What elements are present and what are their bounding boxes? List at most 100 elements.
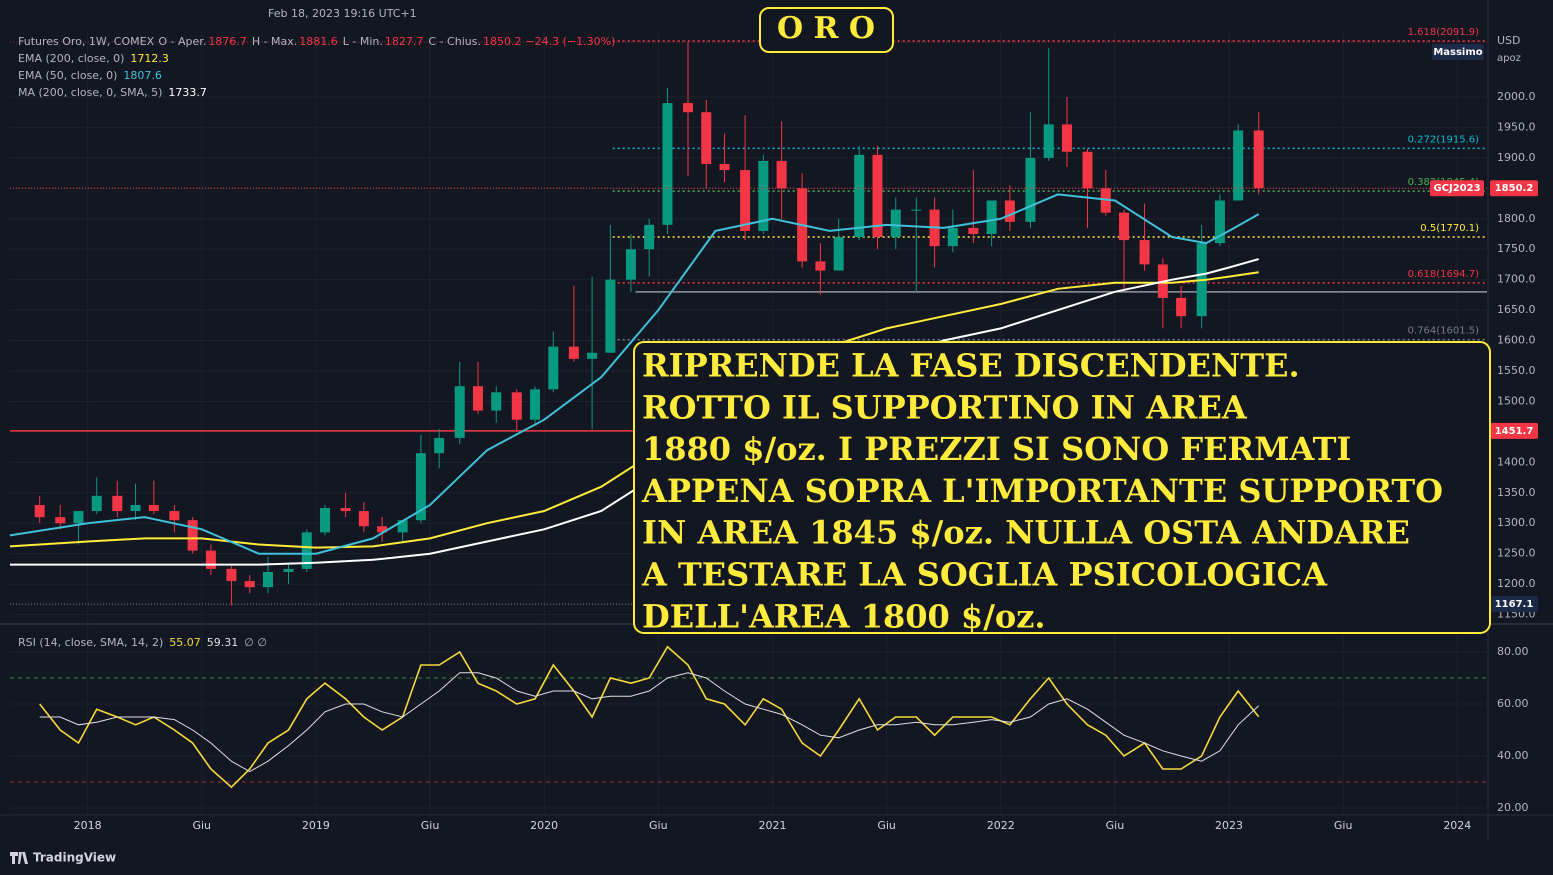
fib-label: 0.5(1770.1)	[1420, 223, 1479, 234]
candle-body	[1004, 200, 1015, 222]
candle-body	[719, 163, 730, 171]
rsi-line	[39, 672, 1260, 773]
line-value-tag-bg	[1490, 422, 1538, 439]
x-tick-label: 2019	[302, 819, 330, 832]
candle-body	[683, 103, 694, 113]
min-value-tag-bg	[1490, 596, 1538, 613]
candle-body	[472, 386, 483, 411]
candle-body	[1119, 212, 1130, 241]
candle-body	[226, 568, 237, 582]
x-tick-label: 2023	[1215, 819, 1243, 832]
y-tick-label: 1600.0	[1497, 334, 1536, 347]
y-tick-label: 1300.0	[1497, 516, 1536, 529]
candle-body	[34, 504, 45, 518]
x-tick-label: 2018	[74, 819, 102, 832]
legend-name: EMA (50, close, 0)	[18, 69, 117, 82]
candle-body	[911, 209, 922, 211]
min-value-tag: 1167.1	[1495, 599, 1534, 610]
y-tick-label: 1350.0	[1497, 486, 1536, 499]
annotation-line: RIPRENDE LA FASE DISCENDENTE.	[642, 347, 1300, 385]
candle-body	[91, 495, 102, 512]
candle-body	[1061, 124, 1072, 152]
x-tick-label: Giu	[649, 819, 668, 832]
candle-body	[377, 526, 388, 533]
y-tick-label: 40.00	[1497, 749, 1529, 762]
plot-area: 1.618(2091.9)0.272(1915.6)0.382(1845.4)0…	[9, 27, 1487, 789]
y-tick-label: 1400.0	[1497, 455, 1536, 468]
title-box	[759, 7, 894, 53]
candle-body	[872, 154, 883, 238]
chart-title: O R O	[777, 11, 875, 46]
last-price-tag: 1850.2	[1495, 183, 1534, 194]
candle-body	[587, 352, 598, 359]
symbol-tag: GCJ2023	[1433, 183, 1480, 194]
candle-body	[890, 209, 901, 238]
candle-body	[1233, 130, 1244, 201]
legend-line: EMA (200, close, 0) 1712.3	[18, 52, 169, 65]
candle-body	[262, 571, 273, 588]
candle-body	[1214, 200, 1225, 244]
candle-body	[1043, 124, 1054, 158]
legend-line: EMA (50, close, 0) 1807.6	[18, 69, 162, 82]
ohlc-value: 1881.6	[299, 35, 338, 48]
candle-body	[187, 520, 198, 551]
y-tick-label: 1650.0	[1497, 303, 1536, 316]
annotation-line: ROTTO IL SUPPORTINO IN AREA	[642, 388, 1248, 426]
candle-body	[130, 504, 141, 512]
ohlc-value: 1850.2	[483, 35, 522, 48]
last-price-tag-bg	[1490, 180, 1538, 197]
candle-body	[776, 160, 787, 189]
ohlc-label: C - Chius.	[428, 35, 481, 48]
legend-value: 1712.3	[130, 52, 169, 65]
unit-sub: apoz	[1497, 53, 1521, 64]
candle-body	[454, 386, 465, 438]
legend-name: MA (200, close, 0, SMA, 5)	[18, 86, 162, 99]
brand: TradingView	[10, 851, 116, 865]
candle-body	[605, 279, 616, 353]
candle-body	[1139, 240, 1150, 265]
candle-body	[548, 346, 559, 390]
y-tick-label: 1700.0	[1497, 273, 1536, 286]
candle-body	[662, 103, 673, 225]
ohlc-value: 1827.7	[385, 35, 424, 48]
candle-body	[244, 581, 255, 588]
candle-body	[833, 237, 844, 271]
candle-body	[491, 392, 502, 411]
x-tick-label: Giu	[192, 819, 211, 832]
rsi-legend-value: 59.31	[207, 636, 239, 649]
candle-body	[434, 437, 445, 454]
annotation-line: IN AREA 1845 $/oz. NULLA OSTA ANDARE	[642, 514, 1410, 552]
rsi-legend-title: RSI (14, close, SMA, 14, 2)	[18, 636, 163, 649]
annotation-line: 1880 $/oz. I PREZZI SI SONO FERMATI	[642, 430, 1351, 468]
candle-body	[758, 160, 769, 231]
indicator-line	[9, 193, 1260, 555]
legend-line: RSI (14, close, SMA, 14, 2) 55.07 59.31 ∅ ∅	[18, 636, 267, 649]
candle-body	[1176, 297, 1187, 317]
fib-label: 1.618(2091.9)	[1408, 27, 1480, 38]
candle-body	[397, 520, 408, 533]
candle-body	[986, 200, 997, 234]
candle-body	[320, 508, 331, 533]
rsi-legend-extra: ∅ ∅	[244, 636, 267, 649]
legend-name: EMA (200, close, 0)	[18, 52, 124, 65]
max-label: Massimo	[1433, 47, 1482, 58]
candle-body	[55, 517, 66, 524]
candle-body	[530, 389, 541, 420]
unit: USD	[1497, 34, 1521, 47]
candle-body	[644, 224, 655, 250]
candle-body	[340, 508, 351, 512]
candle-body	[205, 550, 216, 569]
x-tick-label: Giu	[877, 819, 896, 832]
legend-value: 1733.7	[168, 86, 207, 99]
y-tick-label: 20.00	[1497, 801, 1529, 814]
fib-label: 0.272(1915.6)	[1408, 134, 1480, 145]
legend-line: MA (200, close, 0, SMA, 5) 1733.7	[18, 86, 207, 99]
candle-body	[968, 227, 979, 234]
y-tick-label: 1800.0	[1497, 212, 1536, 225]
brand-name: TradingView	[33, 851, 116, 865]
y-tick-label: 1900.0	[1497, 151, 1536, 164]
x-tick-label: Giu	[1106, 819, 1125, 832]
ohlc-value: 1876.7	[208, 35, 247, 48]
candle-body	[112, 495, 123, 512]
